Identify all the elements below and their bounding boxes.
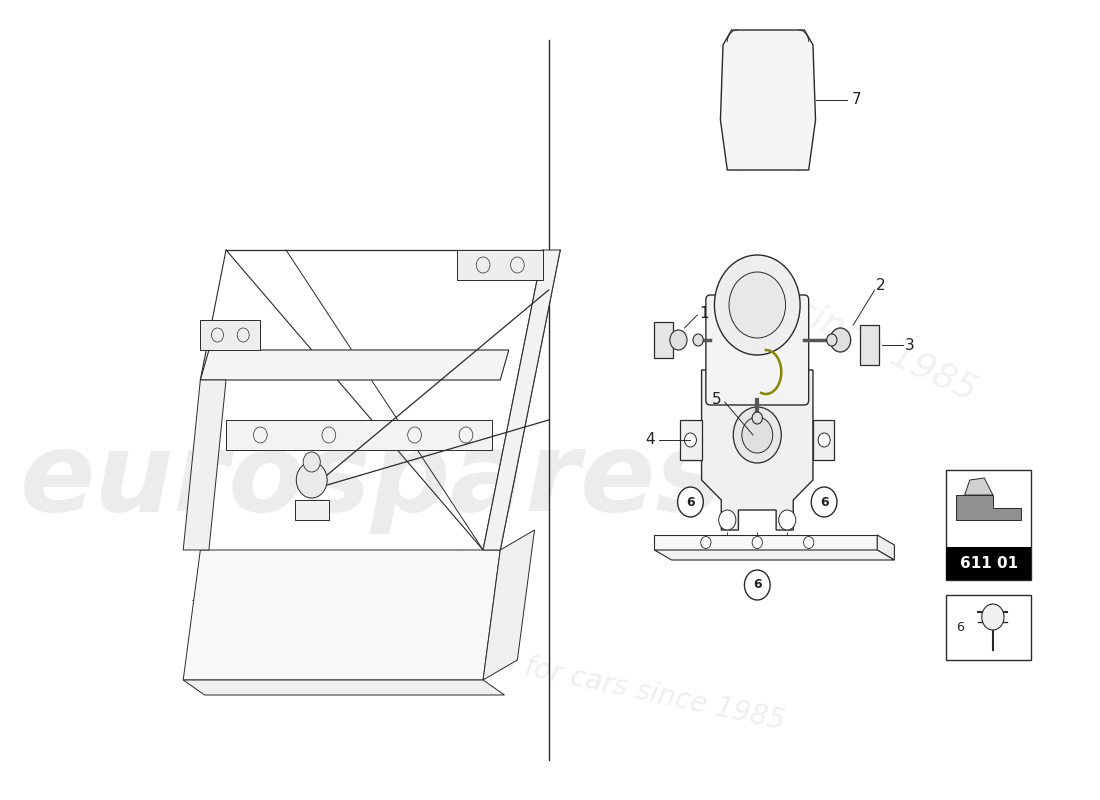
Circle shape <box>693 334 703 346</box>
Polygon shape <box>946 547 1032 580</box>
Polygon shape <box>295 500 329 520</box>
Polygon shape <box>200 350 509 380</box>
Polygon shape <box>654 535 877 550</box>
Circle shape <box>304 452 320 472</box>
Text: 1: 1 <box>698 306 708 321</box>
Text: a passion for cars since 1985: a passion for cars since 1985 <box>384 624 788 736</box>
Circle shape <box>827 334 837 346</box>
Circle shape <box>684 433 696 447</box>
Polygon shape <box>226 420 492 450</box>
Text: 7: 7 <box>851 93 861 107</box>
Text: 6: 6 <box>686 495 695 509</box>
Text: 611 01: 611 01 <box>959 556 1018 571</box>
Polygon shape <box>654 322 673 358</box>
Polygon shape <box>483 530 535 680</box>
Polygon shape <box>458 250 543 280</box>
Polygon shape <box>956 495 1021 520</box>
Circle shape <box>745 570 770 600</box>
Text: 5: 5 <box>712 393 722 407</box>
Polygon shape <box>184 550 500 680</box>
Circle shape <box>818 433 830 447</box>
Circle shape <box>982 604 1004 630</box>
Text: 6: 6 <box>956 621 964 634</box>
Text: 4: 4 <box>645 433 654 447</box>
Circle shape <box>296 462 327 498</box>
Circle shape <box>670 330 688 350</box>
FancyBboxPatch shape <box>706 295 808 405</box>
Polygon shape <box>654 550 894 560</box>
Polygon shape <box>860 325 879 365</box>
Polygon shape <box>813 420 835 460</box>
Circle shape <box>781 513 793 527</box>
Polygon shape <box>680 420 702 460</box>
Circle shape <box>812 487 837 517</box>
Polygon shape <box>946 470 1032 580</box>
Polygon shape <box>702 370 813 530</box>
Polygon shape <box>184 680 505 695</box>
Text: 6: 6 <box>820 495 828 509</box>
Circle shape <box>752 537 762 549</box>
Circle shape <box>722 513 734 527</box>
Circle shape <box>741 417 772 453</box>
Polygon shape <box>200 320 261 350</box>
Text: eurospares: eurospares <box>21 426 723 534</box>
Circle shape <box>718 510 736 530</box>
Circle shape <box>752 412 762 424</box>
Polygon shape <box>720 30 815 170</box>
Polygon shape <box>965 478 993 495</box>
Text: 6: 6 <box>754 578 761 591</box>
Polygon shape <box>483 250 560 550</box>
Circle shape <box>729 272 785 338</box>
Circle shape <box>678 487 703 517</box>
Text: 3: 3 <box>904 338 914 353</box>
Polygon shape <box>877 535 894 560</box>
Polygon shape <box>184 380 226 550</box>
Text: since 1985: since 1985 <box>789 293 982 407</box>
Circle shape <box>779 510 795 530</box>
Circle shape <box>803 537 814 549</box>
Circle shape <box>714 255 800 355</box>
Circle shape <box>734 407 781 463</box>
Circle shape <box>701 537 711 549</box>
Text: 2: 2 <box>877 278 886 294</box>
Polygon shape <box>946 595 1032 660</box>
Circle shape <box>830 328 850 352</box>
